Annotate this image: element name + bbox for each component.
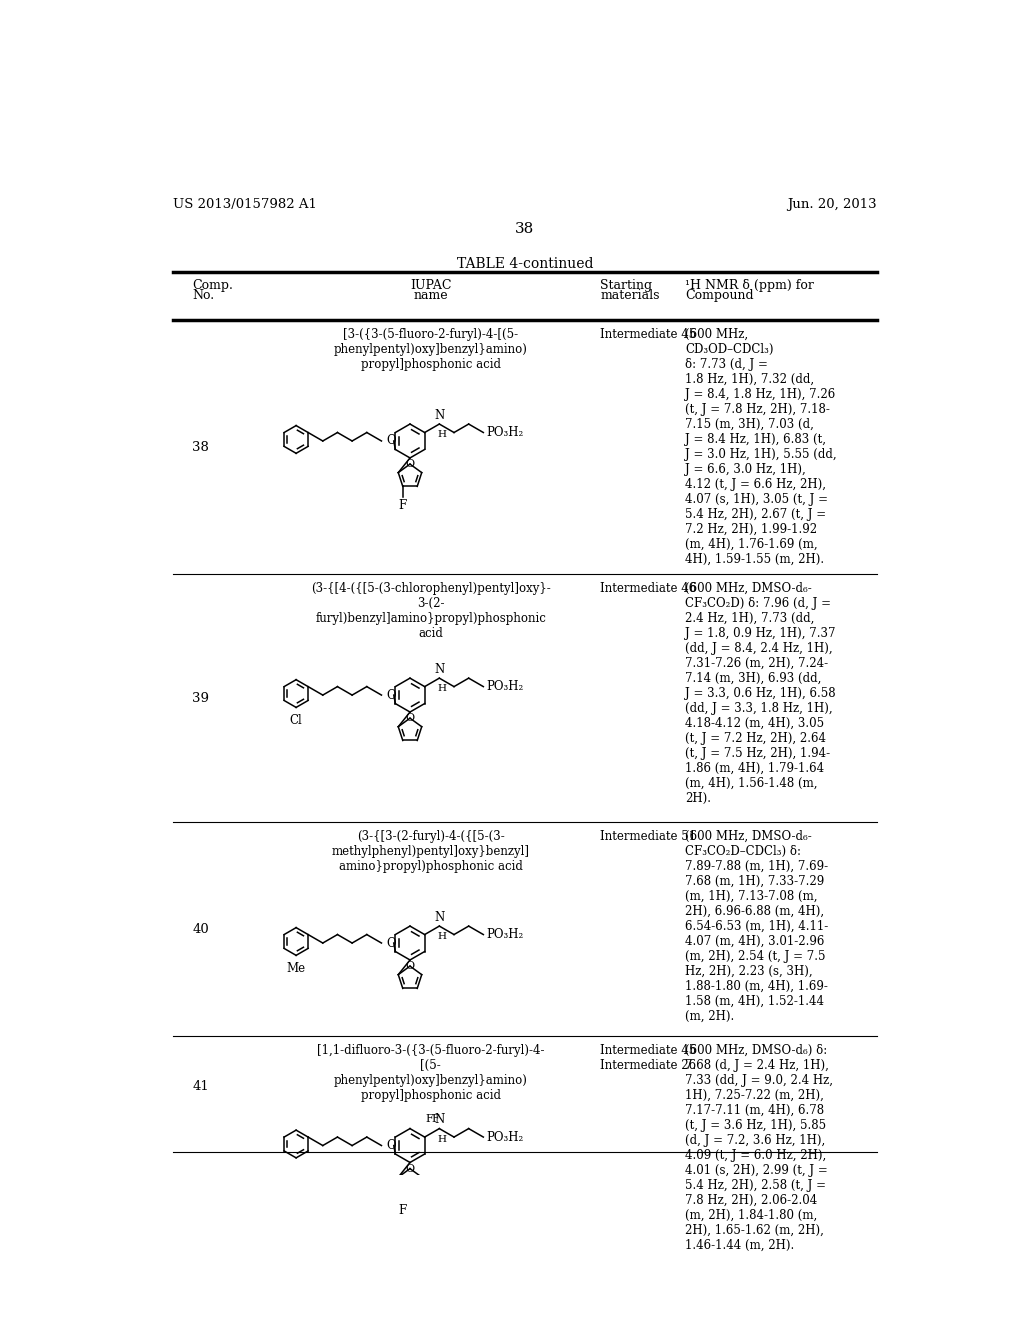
Text: N: N: [434, 1113, 444, 1126]
Text: O: O: [386, 936, 395, 949]
Text: (3-{[4-({[5-(3-chlorophenyl)pentyl]oxy}-
3-(2-
furyl)benzyl]amino}propyl)phospho: (3-{[4-({[5-(3-chlorophenyl)pentyl]oxy}-…: [311, 582, 551, 640]
Text: F: F: [398, 499, 407, 512]
Text: No.: No.: [193, 289, 214, 302]
Text: Comp.: Comp.: [193, 279, 233, 292]
Text: N: N: [434, 409, 444, 422]
Text: F: F: [431, 1114, 439, 1123]
Text: [1,1-difluoro-3-({3-(5-fluoro-2-furyl)-4-
[(5-
phenylpentyl)oxy]benzyl}amino)
pr: [1,1-difluoro-3-({3-(5-fluoro-2-furyl)-4…: [317, 1044, 545, 1102]
Text: H: H: [438, 932, 446, 941]
Text: 41: 41: [193, 1080, 209, 1093]
Text: (600 MHz, DMSO-d₆-
CF₃CO₂D) δ: 7.96 (d, J =
2.4 Hz, 1H), 7.73 (dd,
J = 1.8, 0.9 : (600 MHz, DMSO-d₆- CF₃CO₂D) δ: 7.96 (d, …: [685, 582, 836, 805]
Text: name: name: [414, 289, 449, 302]
Text: Intermediate 46: Intermediate 46: [600, 582, 696, 595]
Text: PO₃H₂: PO₃H₂: [486, 1130, 523, 1143]
Text: (600 MHz, DMSO-d₆) δ:
7.68 (d, J = 2.4 Hz, 1H),
7.33 (dd, J = 9.0, 2.4 Hz,
1H), : (600 MHz, DMSO-d₆) δ: 7.68 (d, J = 2.4 H…: [685, 1044, 833, 1251]
Text: Intermediate 45: Intermediate 45: [600, 327, 696, 341]
Text: Jun. 20, 2013: Jun. 20, 2013: [787, 198, 877, 211]
Text: 40: 40: [193, 923, 209, 936]
Text: PO₃H₂: PO₃H₂: [486, 680, 523, 693]
Text: TABLE 4-continued: TABLE 4-continued: [457, 257, 593, 271]
Text: N: N: [434, 911, 444, 924]
Text: O: O: [406, 713, 415, 723]
Text: O: O: [406, 459, 415, 469]
Text: Cl: Cl: [290, 714, 302, 726]
Text: (600 MHz, DMSO-d₆-
CF₃CO₂D–CDCl₃) δ:
7.89-7.88 (m, 1H), 7.69-
7.68 (m, 1H), 7.33: (600 MHz, DMSO-d₆- CF₃CO₂D–CDCl₃) δ: 7.8…: [685, 830, 828, 1023]
Text: Me: Me: [287, 961, 306, 974]
Text: F: F: [398, 1204, 407, 1217]
Text: F: F: [425, 1114, 433, 1123]
Text: Starting: Starting: [600, 279, 652, 292]
Text: H: H: [438, 1135, 446, 1143]
Text: materials: materials: [600, 289, 659, 302]
Text: 38: 38: [515, 222, 535, 235]
Text: Intermediate 51: Intermediate 51: [600, 830, 696, 843]
Text: H: H: [438, 684, 446, 693]
Text: O: O: [386, 1139, 395, 1152]
Text: N: N: [434, 663, 444, 676]
Text: (600 MHz,
CD₃OD–CDCl₃)
δ: 7.73 (d, J =
1.8 Hz, 1H), 7.32 (dd,
J = 8.4, 1.8 Hz, 1: (600 MHz, CD₃OD–CDCl₃) δ: 7.73 (d, J = 1…: [685, 327, 837, 566]
Text: O: O: [386, 689, 395, 702]
Text: Intermediate 45
Intermediate 26: Intermediate 45 Intermediate 26: [600, 1044, 696, 1072]
Text: 39: 39: [193, 692, 209, 705]
Text: (3-{[3-(2-furyl)-4-({[5-(3-
methylphenyl)pentyl]oxy}benzyl]
amino}propyl)phospho: (3-{[3-(2-furyl)-4-({[5-(3- methylphenyl…: [332, 830, 529, 873]
Text: US 2013/0157982 A1: US 2013/0157982 A1: [173, 198, 316, 211]
Text: ¹H NMR δ (ppm) for: ¹H NMR δ (ppm) for: [685, 279, 814, 292]
Text: H: H: [438, 430, 446, 440]
Text: 38: 38: [193, 441, 209, 454]
Text: O: O: [406, 1164, 415, 1173]
Text: PO₃H₂: PO₃H₂: [486, 928, 523, 941]
Text: Compound: Compound: [685, 289, 754, 302]
Text: PO₃H₂: PO₃H₂: [486, 426, 523, 440]
Text: O: O: [406, 961, 415, 972]
Text: [3-({3-(5-fluoro-2-furyl)-4-[(5-
phenylpentyl)oxy]benzyl}amino)
propyl]phosphoni: [3-({3-(5-fluoro-2-furyl)-4-[(5- phenylp…: [334, 327, 527, 371]
Text: IUPAC: IUPAC: [410, 279, 452, 292]
Text: O: O: [386, 434, 395, 447]
